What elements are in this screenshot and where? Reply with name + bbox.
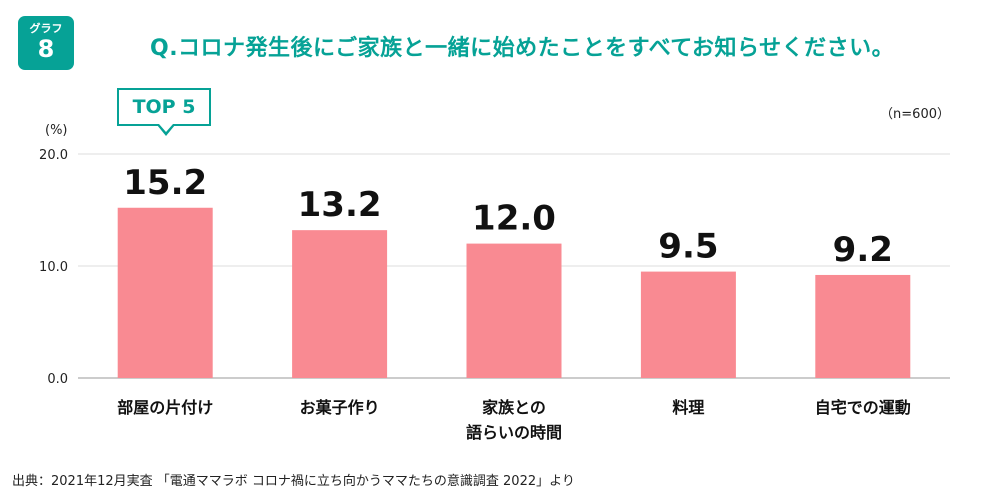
x-tick-label: 語らいの時間	[466, 423, 562, 442]
data-label: 13.2	[298, 185, 382, 225]
x-tick-label: お菓子作り	[300, 398, 380, 417]
y-tick-label: 0.0	[47, 372, 68, 387]
x-tick-label: 自宅での運動	[815, 398, 911, 417]
top5-label: TOP 5	[132, 96, 196, 118]
y-tick-label: 20.0	[39, 148, 68, 163]
data-label: 12.0	[472, 199, 556, 239]
data-label: 15.2	[123, 163, 207, 203]
bar	[466, 243, 562, 378]
badge-number: 8	[37, 35, 55, 63]
sample-size: （n=600）	[880, 107, 950, 122]
bar	[117, 207, 213, 378]
bar	[640, 271, 736, 378]
badge-label: グラフ	[29, 22, 63, 35]
top5-callout: TOP 5	[117, 88, 211, 136]
y-tick-label: 10.0	[39, 260, 68, 275]
chart-title: Q.コロナ発生後にご家族と一緒に始めたことをすべてお知らせください。	[150, 36, 895, 61]
x-tick-label: 家族との	[482, 398, 546, 417]
y-axis-unit: (%)	[45, 123, 68, 138]
data-label: 9.2	[833, 230, 893, 270]
x-tick-label: 料理	[672, 398, 704, 417]
data-label: 9.5	[658, 227, 718, 267]
graph-badge: グラフ 8	[18, 16, 74, 70]
bar	[292, 230, 388, 378]
bar-chart: 0.0 10.0 20.0 15.2 部屋の片付け 13.2 お菓子作り 12.0 家族との語ら…	[39, 148, 950, 442]
source-note: 出典：2021年12月実査 「電通ママラボ コロナ禍に立ち向かうママたちの意識調…	[12, 474, 575, 489]
x-tick-label: 部屋の片付け	[117, 398, 213, 417]
bar	[815, 274, 911, 378]
